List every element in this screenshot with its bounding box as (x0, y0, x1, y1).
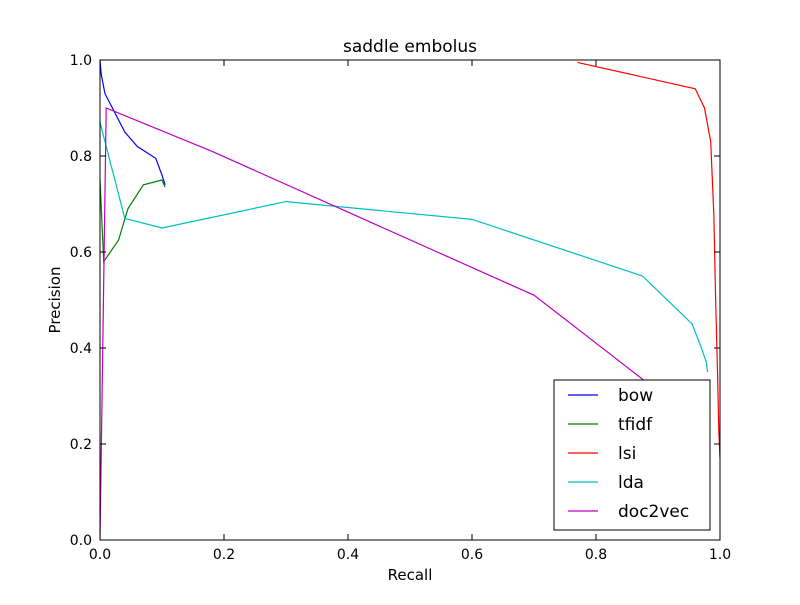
series-line-lda (100, 122, 709, 373)
x-tick-label: 0.8 (585, 547, 607, 563)
x-tick-label: 0.2 (213, 547, 235, 563)
y-tick-label: 0.6 (70, 245, 92, 261)
chart-title: saddle embolus (343, 37, 477, 57)
x-tick-label: 0.6 (461, 547, 483, 563)
series-line-lsi (577, 61, 720, 459)
x-tick-label: 0.0 (89, 547, 111, 563)
y-tick-label: 0.8 (70, 149, 92, 165)
legend-label-doc2vec: doc2vec (618, 502, 689, 522)
legend-label-bow: bow (618, 386, 653, 406)
x-tick-label: 0.4 (337, 547, 359, 563)
x-axis-label: Recall (388, 566, 433, 584)
plot-frame (99, 59, 721, 541)
series-line-bow (100, 60, 166, 185)
x-tick-label: 1.0 (709, 547, 731, 563)
y-axis-label: Precision (46, 267, 64, 334)
y-tick-label: 1.0 (70, 53, 92, 69)
y-tick-label: 0.0 (70, 533, 92, 549)
legend-label-lda: lda (618, 473, 644, 493)
y-tick-label: 0.4 (70, 341, 92, 357)
legend-box (553, 379, 711, 531)
y-tick-label: 0.2 (70, 437, 92, 453)
legend-label-lsi: lsi (618, 444, 636, 464)
legend-label-tfidf: tfidf (618, 415, 653, 435)
